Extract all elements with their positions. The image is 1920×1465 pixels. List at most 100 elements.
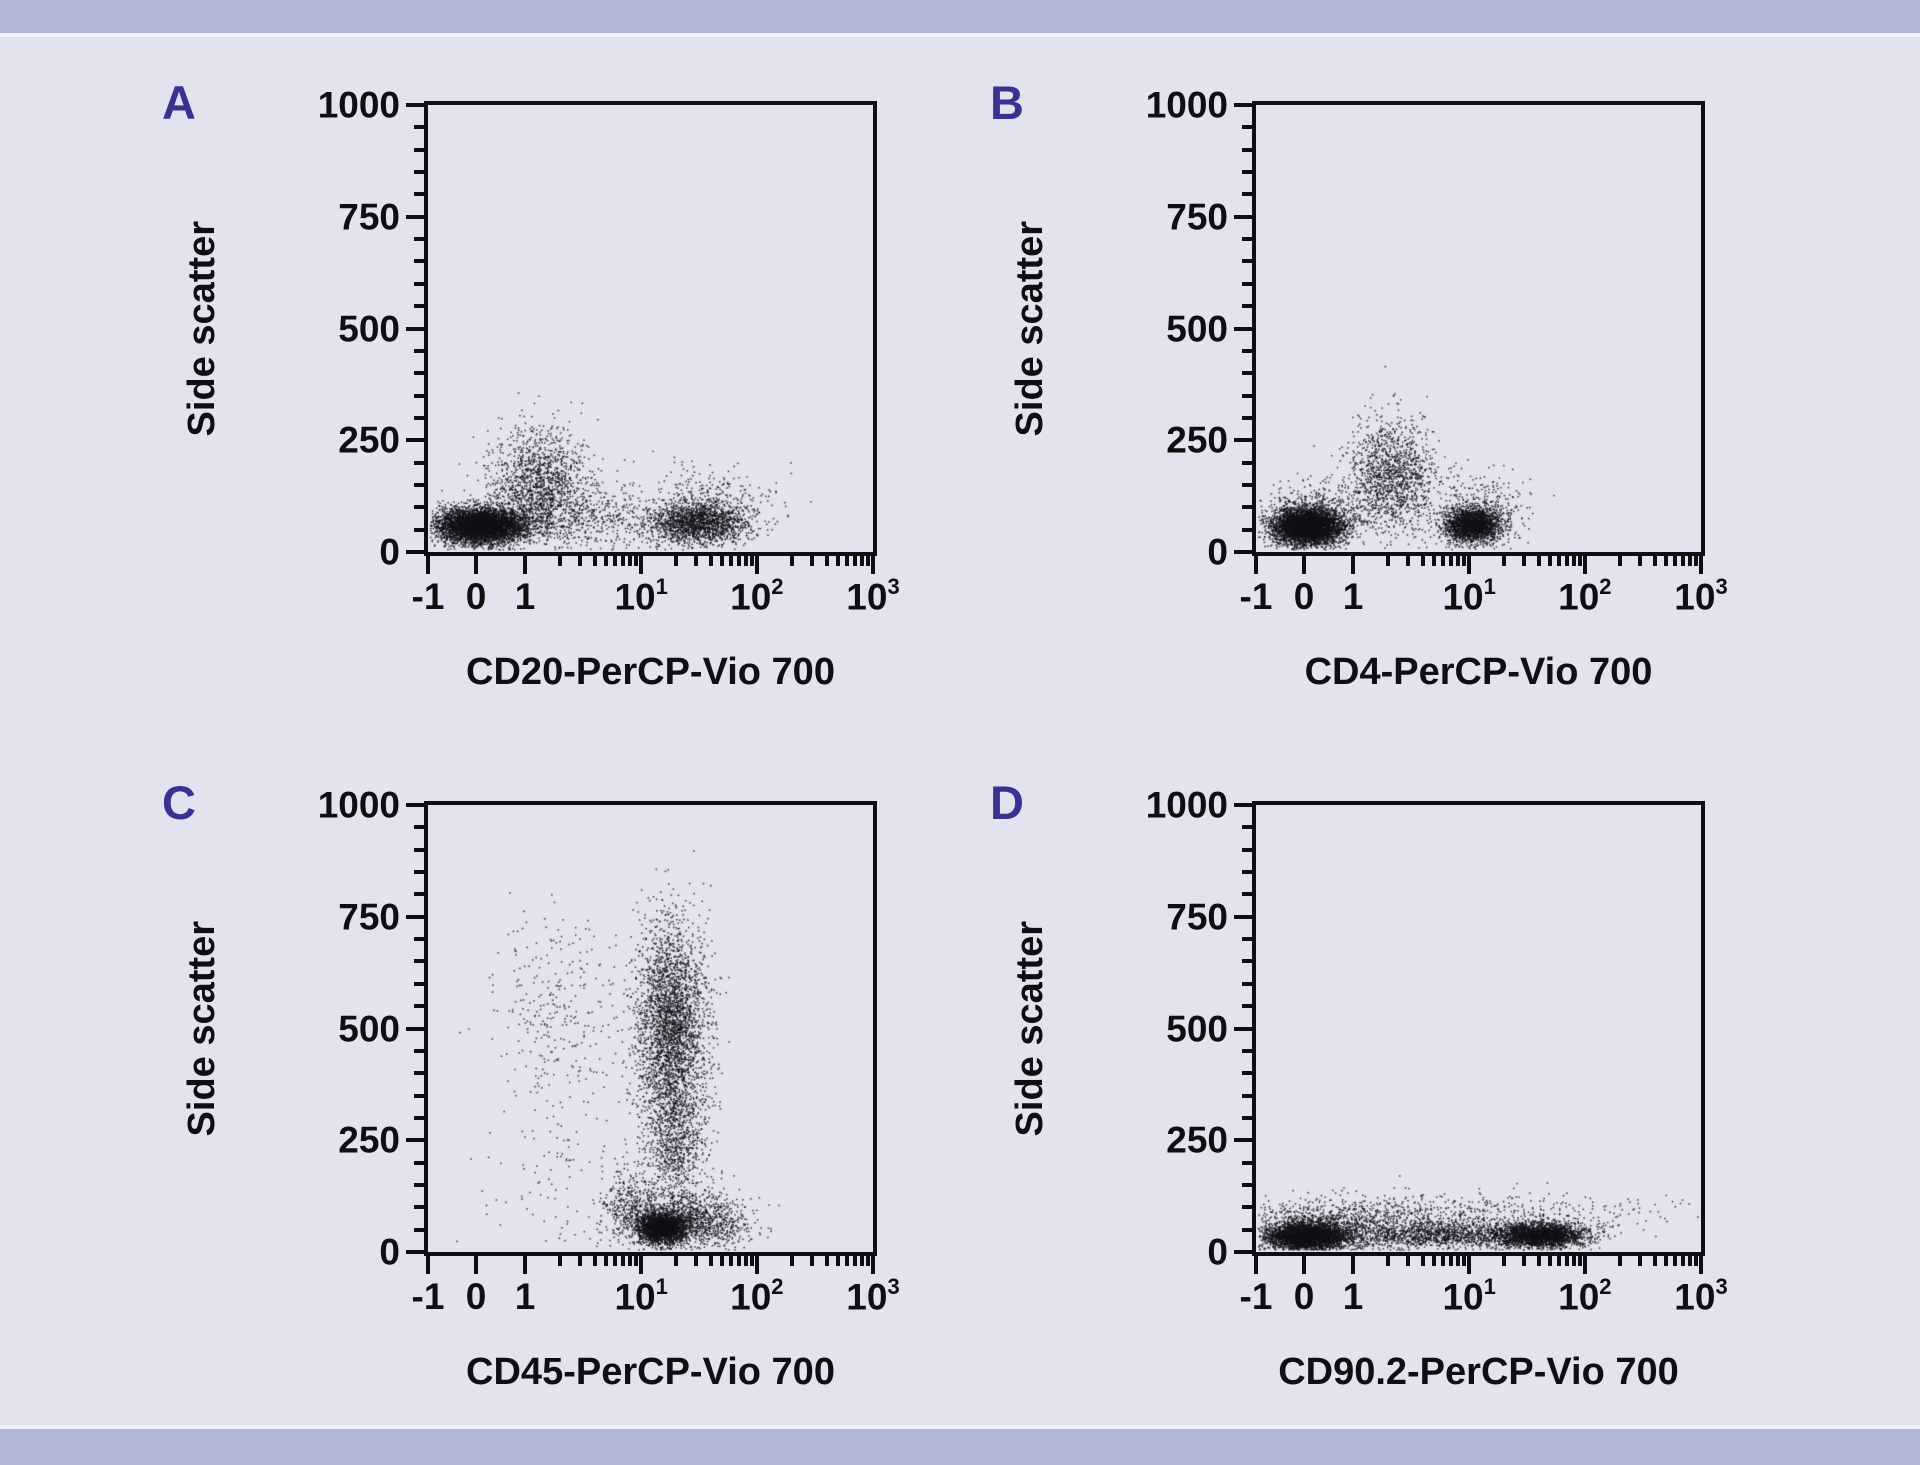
x-minor-tick xyxy=(627,556,632,566)
x-minor-tick xyxy=(578,556,583,566)
x-minor-tick xyxy=(1664,1256,1669,1266)
exponent: 1 xyxy=(655,1274,668,1299)
x-minor-tick xyxy=(1638,556,1643,566)
y-minor-tick xyxy=(414,460,424,465)
y-minor-tick xyxy=(414,259,424,264)
x-major-tick xyxy=(426,556,430,574)
y-tick-label: 750 xyxy=(338,896,400,938)
x-minor-tick xyxy=(1432,556,1437,566)
y-tick-label: 0 xyxy=(379,531,400,573)
y-minor-tick xyxy=(1242,1160,1252,1165)
x-minor-tick xyxy=(1564,1256,1569,1266)
x-minor-tick xyxy=(1449,1256,1454,1266)
y-minor-tick xyxy=(414,237,424,242)
x-minor-tick xyxy=(1571,1256,1576,1266)
x-minor-tick xyxy=(1571,556,1576,566)
y-axis-title: Side scatter xyxy=(1008,220,1051,437)
x-minor-tick xyxy=(1385,556,1390,566)
y-minor-tick xyxy=(414,892,424,897)
y-minor-tick xyxy=(414,825,424,830)
y-major-tick xyxy=(1234,438,1252,443)
x-major-tick xyxy=(523,556,527,574)
x-minor-tick xyxy=(557,556,562,566)
bottom-separator-line xyxy=(0,1425,1920,1429)
x-minor-tick xyxy=(1681,556,1685,566)
y-tick-label: 250 xyxy=(1166,419,1228,461)
panel-B: B Side scatter 0 250 500 750 1000 -1 0 1 101 102 1… xyxy=(828,37,1920,737)
y-minor-tick xyxy=(1242,825,1252,830)
x-minor-tick xyxy=(1432,1256,1437,1266)
y-axis-title: Side scatter xyxy=(1008,920,1051,1137)
x-minor-tick xyxy=(694,556,699,566)
x-minor-tick xyxy=(1441,556,1446,566)
x-minor-tick xyxy=(1536,1256,1541,1266)
x-tick-label: 103 xyxy=(1674,574,1728,618)
x-minor-tick xyxy=(1652,556,1657,566)
y-minor-tick xyxy=(1242,937,1252,942)
y-major-tick xyxy=(406,914,424,919)
y-minor-tick xyxy=(1242,981,1252,986)
x-minor-tick xyxy=(749,1256,754,1266)
x-minor-tick xyxy=(1664,556,1669,566)
y-minor-tick xyxy=(1242,1048,1252,1053)
y-major-tick xyxy=(1234,803,1252,807)
plot-area: 0 250 500 750 1000 -1 0 1 101 102 103 xyxy=(318,87,900,616)
x-minor-tick xyxy=(1385,1256,1390,1266)
x-axis-title: CD45-PerCP-Vio 700 xyxy=(466,1351,835,1393)
y-minor-tick xyxy=(1242,1115,1252,1120)
y-major-tick xyxy=(406,1026,424,1031)
y-minor-tick xyxy=(1242,505,1252,510)
y-minor-tick xyxy=(414,371,424,376)
x-minor-tick xyxy=(627,1256,632,1266)
top-separator-line xyxy=(0,33,1920,37)
x-minor-tick xyxy=(592,556,597,566)
exponent: 1 xyxy=(1483,1274,1496,1299)
x-major-tick xyxy=(1302,1256,1307,1274)
x-minor-tick xyxy=(1693,1256,1698,1266)
y-axis-title: Side scatter xyxy=(180,220,223,437)
y-tick-label: 500 xyxy=(1166,1008,1228,1049)
x-minor-tick xyxy=(720,556,725,566)
x-tick-label: 0 xyxy=(465,1276,487,1317)
x-axis-title: CD90.2-PerCP-Vio 700 xyxy=(1278,1351,1679,1393)
x-minor-tick xyxy=(613,556,618,566)
y-tick-label: 250 xyxy=(338,419,400,461)
x-minor-tick xyxy=(1577,556,1582,566)
y-tick-label: 1000 xyxy=(1145,784,1228,826)
y-minor-tick xyxy=(1242,348,1252,353)
y-tick-label: 500 xyxy=(338,1008,400,1049)
x-tick-label: 102 xyxy=(1558,1274,1612,1318)
y-minor-tick xyxy=(414,304,424,309)
x-major-tick xyxy=(639,1256,644,1274)
x-minor-tick xyxy=(621,1256,626,1266)
y-minor-tick xyxy=(1242,192,1252,197)
y-minor-tick xyxy=(414,870,424,875)
y-major-tick xyxy=(406,438,424,443)
y-tick-label: 250 xyxy=(1166,1119,1228,1161)
x-tick-label: 0 xyxy=(1293,1276,1315,1317)
y-minor-tick xyxy=(414,1160,424,1165)
y-minor-tick xyxy=(1242,892,1252,897)
y-minor-tick xyxy=(1242,415,1252,420)
y-tick-label: 1000 xyxy=(317,784,400,826)
exponent: 1 xyxy=(1483,574,1496,599)
x-major-tick xyxy=(474,1256,479,1274)
x-minor-tick xyxy=(633,556,638,566)
x-minor-tick xyxy=(853,556,857,566)
x-minor-tick xyxy=(613,1256,618,1266)
exponent: 2 xyxy=(771,1274,784,1299)
y-minor-tick xyxy=(1242,304,1252,309)
x-minor-tick xyxy=(694,1256,699,1266)
x-major-tick xyxy=(1699,556,1703,574)
y-minor-tick xyxy=(414,393,424,398)
y-tick-label: 500 xyxy=(1166,308,1228,349)
x-major-tick xyxy=(871,556,875,574)
y-minor-tick xyxy=(414,527,424,532)
x-minor-tick xyxy=(1420,1256,1425,1266)
y-major-tick xyxy=(406,214,424,219)
x-minor-tick xyxy=(824,1256,829,1266)
x-minor-tick xyxy=(708,556,713,566)
x-minor-tick xyxy=(1522,556,1527,566)
x-minor-tick xyxy=(578,1256,583,1266)
